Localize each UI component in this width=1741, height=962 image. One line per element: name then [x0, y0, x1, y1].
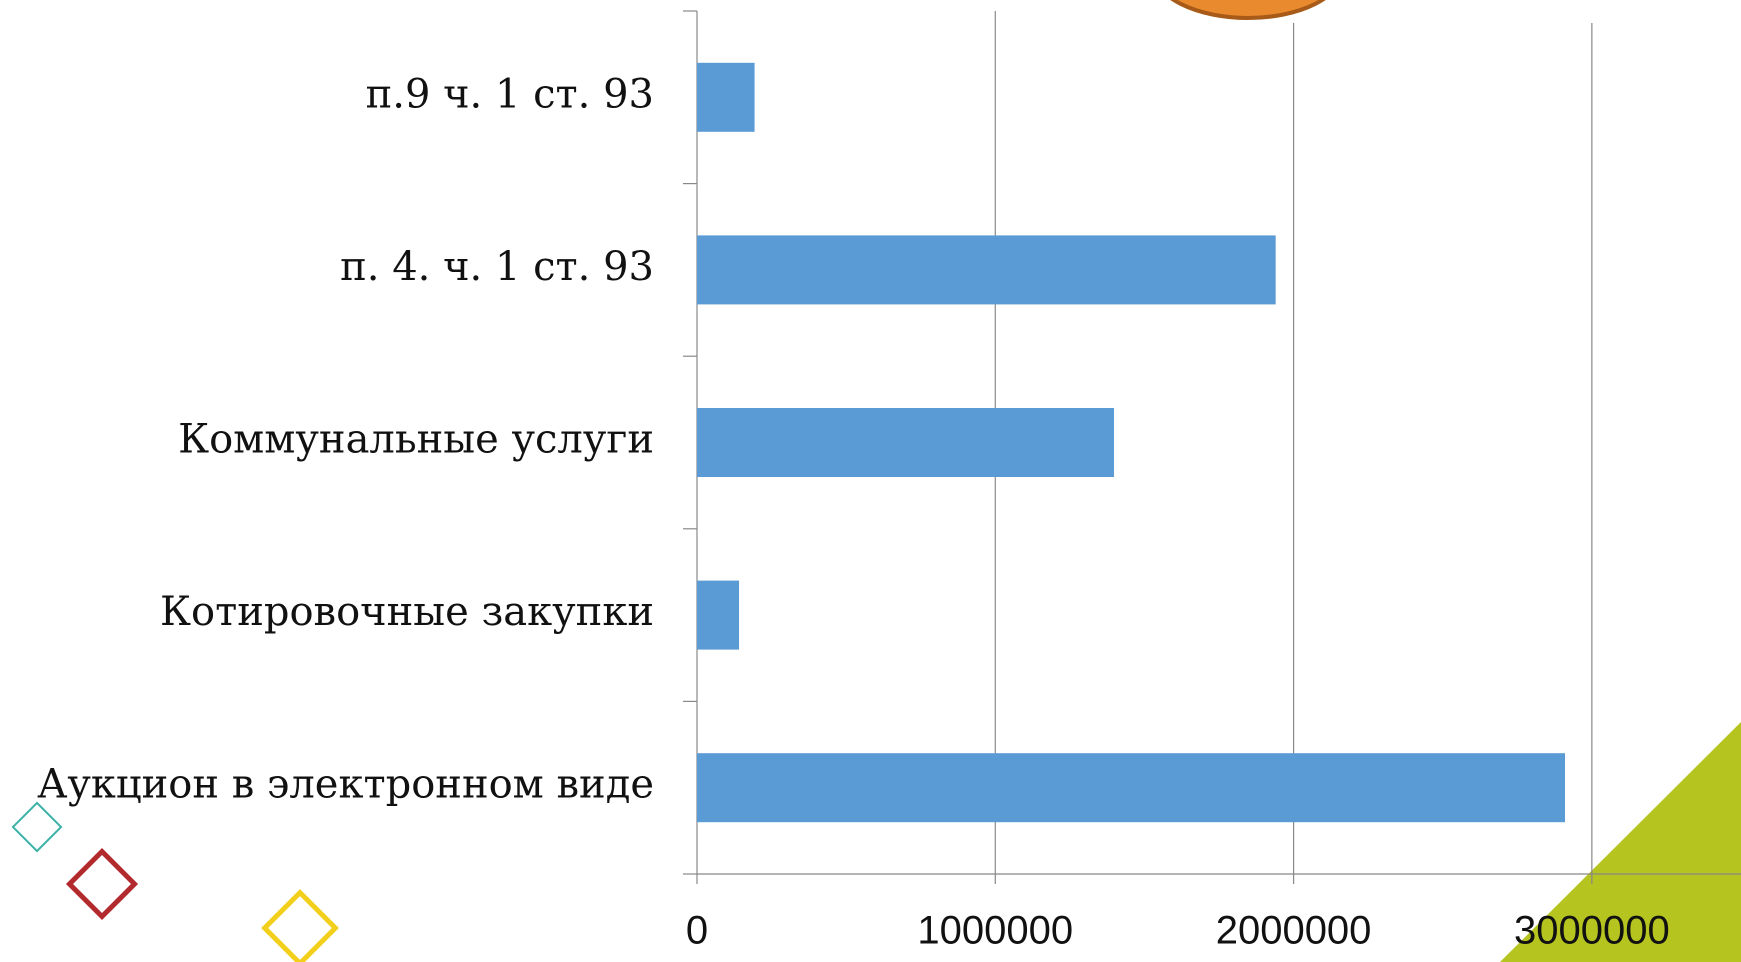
x-tick-label: 3000000 [1514, 909, 1670, 953]
x-tick-label: 0 [686, 909, 708, 953]
category-label: Аукцион в электронном виде [37, 762, 654, 808]
bar [697, 580, 740, 650]
category-label: п.9 ч. 1 ст. 93 [366, 71, 654, 117]
category-label: Котировочные закупки [160, 589, 654, 635]
decoration-blob [1170, 0, 1326, 20]
decoration-diamond [261, 889, 339, 962]
category-label: п. 4. ч. 1 ст. 93 [340, 244, 654, 290]
x-tick-label: 2000000 [1216, 909, 1372, 953]
plot-area: 0 1000000 2000000 3000000 п.9 ч. 1 ст. 93 п. … [37, 10, 1741, 953]
bar [697, 235, 1276, 305]
decoration-diamond [65, 847, 139, 921]
category-label: Коммунальные услуги [178, 417, 654, 463]
decoration-triangle [1500, 722, 1741, 962]
bar [697, 62, 755, 132]
bar [697, 408, 1115, 477]
decoration-diamond [11, 801, 63, 853]
bar [697, 753, 1566, 823]
x-tick-label: 1000000 [917, 909, 1073, 953]
